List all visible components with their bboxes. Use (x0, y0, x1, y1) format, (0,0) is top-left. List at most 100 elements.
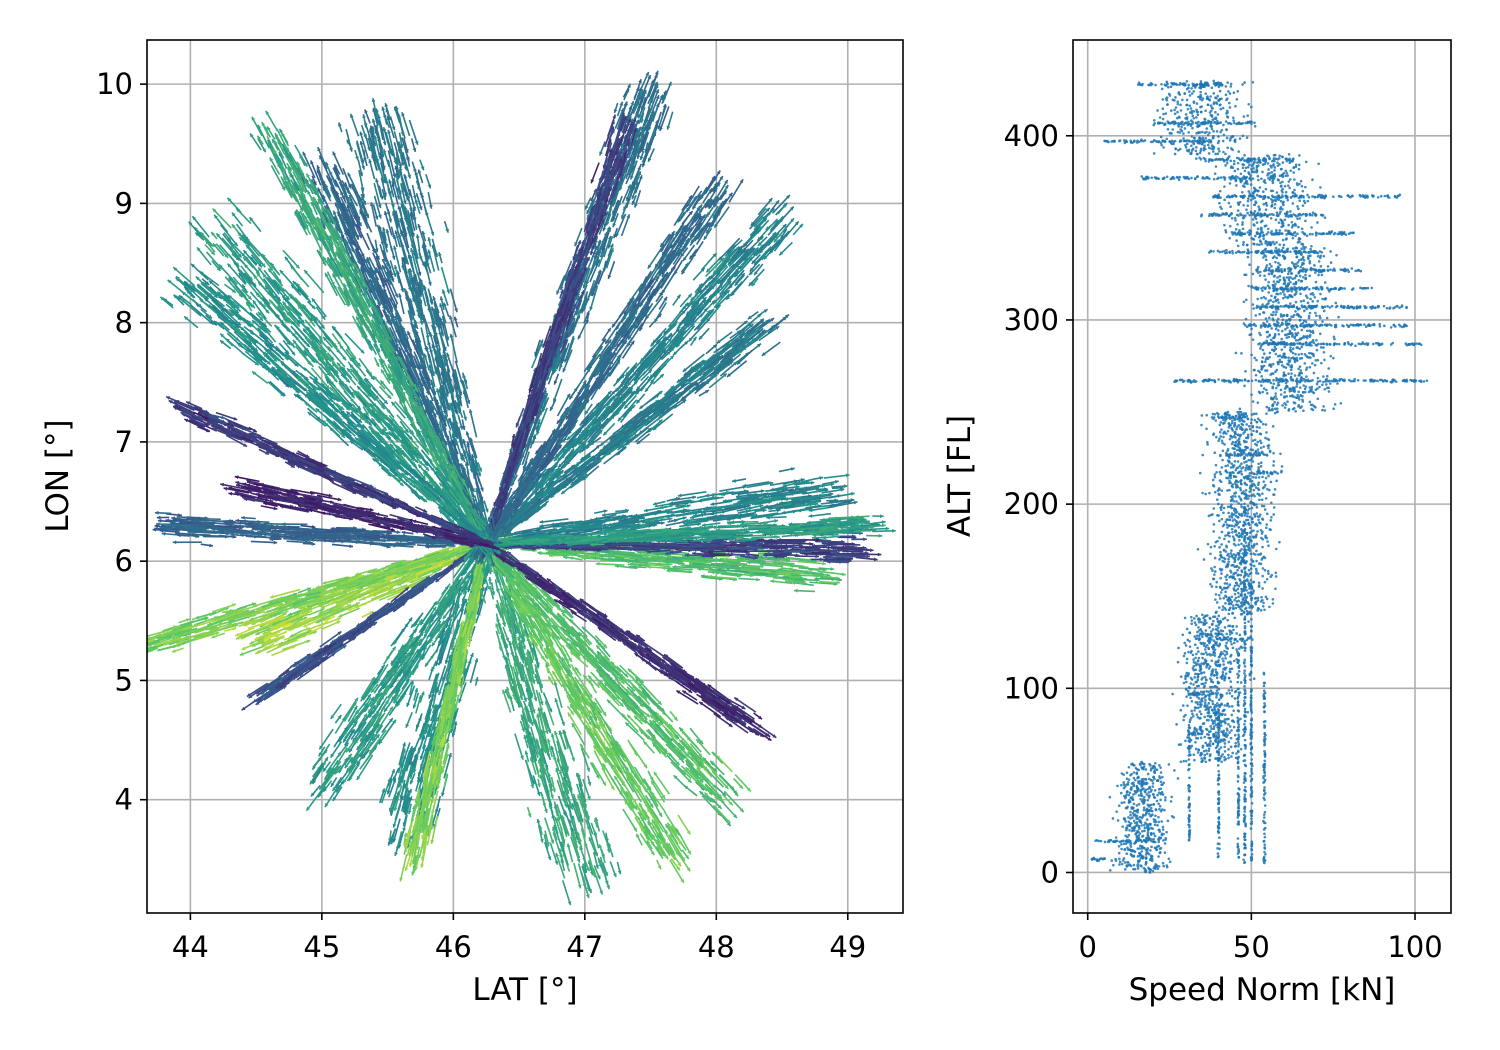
quiver-arrow-head (302, 607, 307, 611)
quiver-arrow-head (211, 634, 216, 639)
quiver-arrow-head (249, 617, 254, 621)
quiver-arrow (372, 586, 394, 597)
quiver-arrow-head (276, 619, 281, 624)
quiver-arrow-head (298, 605, 303, 610)
quiver-arrow-head (235, 632, 240, 637)
quiver-arrow-head (357, 591, 362, 595)
quiver-arrow-head (369, 591, 374, 595)
quiver-arrow (282, 639, 311, 651)
quiver-arrow-head (306, 587, 311, 591)
quiver-arrow (392, 558, 419, 568)
quiver-arrow-head (262, 631, 267, 635)
quiver-arrow (335, 590, 362, 605)
quiver-arrow-head (336, 620, 341, 625)
quiver-arrow (261, 634, 285, 645)
quiver-arrow-head (305, 601, 310, 606)
quiver-arrow (306, 621, 328, 632)
quiver-arrow (373, 578, 403, 589)
quiver-arrow-head (256, 649, 261, 654)
quiver-arrow (400, 566, 429, 579)
quiver-arrow (329, 603, 352, 615)
quiver-arrow-head (239, 652, 244, 656)
quiver-arrow-head (229, 608, 234, 613)
quiver-arrow-head (347, 597, 352, 602)
quiver-arrow-head (306, 627, 311, 631)
quiver-arrow (396, 577, 427, 592)
quiver-arrow-head (401, 575, 406, 579)
quiver-arrow-head (241, 646, 246, 651)
quiver-arrow (424, 545, 454, 557)
quiver-arrow-head (417, 574, 422, 578)
quiver-arrow (338, 607, 360, 618)
quiver-arrow-head (213, 618, 218, 622)
quiver-arrow (147, 630, 167, 638)
quiver-arrow-head (409, 579, 414, 584)
quiver-arrow (417, 566, 444, 579)
quiver-arrow (195, 611, 217, 620)
quiver-arrow-head (270, 594, 274, 599)
quiver-arrow-head (257, 638, 262, 642)
quiver-arrow-head (318, 610, 323, 615)
quiver-arrow-head (354, 604, 359, 609)
quiver-arrow-head (263, 635, 268, 640)
quiver-arrow (279, 611, 308, 626)
quiver-arrow-head (241, 613, 246, 618)
quiver-arrow-head (167, 636, 172, 640)
quiver-arrow-head (449, 545, 454, 550)
quiver-arrow (153, 636, 182, 647)
quiver-arrow-head (172, 625, 177, 630)
quiver-arrow-head (289, 622, 294, 627)
quiver-arrow-head (147, 636, 152, 641)
quiver-arrow-head (338, 613, 343, 618)
quiver-arrow-head (372, 592, 377, 597)
quiver-arrow-head (394, 590, 399, 594)
quiver-arrow (272, 612, 301, 626)
quiver-arrow-head (347, 607, 352, 611)
quiver-arrow (286, 630, 311, 643)
quiver-arrow-head (364, 575, 369, 579)
quiver-arrow (386, 578, 410, 590)
quiver-arrow-head (457, 544, 462, 549)
quiver-arrow (305, 594, 336, 605)
quiver-arrow-head (258, 635, 263, 639)
quiver-arrow-head (272, 621, 277, 626)
quiver-arrow-head (235, 636, 240, 640)
quiver-arrow-head (317, 591, 322, 595)
quiver-arrow-head (264, 637, 269, 641)
quiver-arrow-head (251, 621, 256, 625)
quiver-arrow-head (388, 588, 393, 593)
quiver-arrow-head (335, 610, 340, 614)
quiver-arrow-head (432, 569, 437, 574)
quiver-arrow-head (214, 615, 219, 619)
quiver-arrow-head (347, 604, 352, 608)
quiver-arrow-head (185, 618, 190, 622)
quiver-arrow-head (255, 631, 260, 635)
quiver-arrow (318, 604, 340, 615)
quiver-arrow-head (171, 644, 176, 649)
quiver-arrow-head (303, 623, 308, 628)
quiver-arrow-head (240, 635, 245, 640)
quiver-arrow-head (232, 627, 237, 631)
quiver-arrow-head (339, 605, 344, 609)
quiver-arrow (413, 551, 440, 562)
quiver-arrow-head (249, 640, 254, 645)
quiver-arrow-head (324, 618, 329, 622)
quiver-arrow (271, 645, 297, 657)
quiver-arrow-head (346, 588, 351, 593)
quiver-arrow-head (171, 649, 176, 653)
quiver-arrow-head (291, 645, 296, 650)
quiver-arrow-head (321, 604, 326, 609)
quiver-arrow-head (454, 549, 458, 553)
quiver-arrow-head (380, 581, 385, 586)
quiver-arrow-head (215, 631, 220, 636)
quiver-arrow (335, 603, 359, 614)
quiver-arrow-head (369, 611, 374, 615)
quiver-arrow-head (289, 633, 294, 638)
quiver-arrow (269, 622, 298, 636)
quiver-arrow-head (445, 561, 450, 565)
quiver-arrow-head (312, 630, 317, 635)
quiver-arrow-head (386, 579, 391, 583)
quiver-arrow-head (381, 579, 385, 584)
